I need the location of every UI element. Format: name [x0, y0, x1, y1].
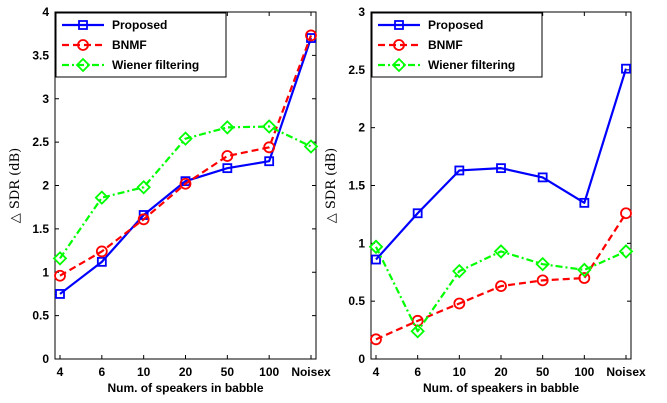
left-series-line-wiener-filtering — [59, 125, 312, 259]
left-point-proposed — [96, 256, 107, 267]
left-point-wiener-filtering — [261, 119, 277, 134]
left-point-wiener-filtering — [303, 139, 319, 154]
left-point-wiener-filtering — [220, 120, 235, 135]
left-point-wiener-filtering — [94, 190, 110, 205]
right-x-tick-label: 4 — [373, 365, 380, 379]
right-chart-panel: 0 0.5 1 1.5 2 2.5 3 4 6 10 20 50 100 Noisex Num. of sp… — [324, 5, 646, 395]
left-x-tick-label: 4 — [57, 365, 64, 379]
left-point-bnmf — [95, 245, 108, 258]
right-point-proposed — [496, 163, 506, 174]
right-y-tick-label: 1 — [358, 236, 365, 250]
left-y-tick-label: 2 — [42, 179, 49, 193]
right-legend-marker-proposed — [394, 20, 404, 30]
left-point-bnmf — [263, 141, 276, 154]
right-y-tick-label: 1.5 — [348, 179, 365, 193]
left-series-line-bnmf — [59, 35, 313, 277]
right-x-tick-label: 20 — [494, 365, 508, 379]
right-series-line-proposed — [375, 68, 628, 261]
left-legend-label-bnmf: BNMF — [112, 38, 147, 52]
right-point-proposed — [412, 208, 423, 219]
right-point-wiener-filtering — [368, 239, 384, 255]
right-series-line-wiener-filtering — [375, 246, 627, 333]
left-point-bnmf — [305, 29, 317, 42]
right-point-proposed — [537, 172, 548, 183]
right-point-bnmf — [495, 280, 507, 293]
left-point-bnmf — [137, 213, 150, 226]
left-point-wiener-filtering — [52, 251, 68, 266]
right-point-bnmf — [453, 297, 466, 310]
left-x-tick-label: 10 — [137, 365, 151, 379]
right-point-bnmf — [620, 207, 632, 220]
right-point-proposed — [621, 63, 631, 74]
right-y-axis-title: △ SDR (dB) — [324, 148, 339, 223]
left-legend-label-proposed: Proposed — [112, 18, 167, 32]
right-point-wiener-filtering — [577, 262, 592, 278]
right-legend-label-wiener-filtering: Wiener filtering — [428, 58, 515, 72]
right-legend-marker-wiener-filtering — [391, 57, 407, 73]
left-x-tick-label: 6 — [98, 365, 105, 379]
right-x-tick-label: 50 — [536, 365, 550, 379]
left-y-tick-label: 1 — [42, 265, 49, 279]
right-point-proposed — [371, 254, 381, 265]
left-point-proposed — [55, 289, 65, 299]
right-point-wiener-filtering — [410, 323, 425, 339]
left-y-tick-label: 0 — [42, 352, 49, 366]
right-point-bnmf — [536, 274, 549, 287]
right-point-bnmf — [370, 333, 382, 346]
left-legend-label-wiener-filtering: Wiener filtering — [112, 58, 199, 72]
left-legend-marker-proposed — [78, 20, 88, 30]
right-x-tick-label: 6 — [414, 365, 421, 379]
left-x-tick-label: Noisex — [291, 365, 331, 379]
right-point-wiener-filtering — [493, 244, 509, 259]
left-y-tick-label: 0.5 — [32, 309, 49, 323]
left-x-tick-label: 100 — [259, 365, 279, 379]
left-series-line-proposed — [59, 37, 313, 295]
right-x-axis-title: Num. of speakers in babble — [423, 381, 579, 395]
right-y-tick-label: 0.5 — [348, 294, 365, 308]
right-point-wiener-filtering — [618, 244, 634, 259]
right-point-proposed — [579, 197, 590, 208]
right-y-tick-label: 3 — [358, 5, 365, 19]
left-point-wiener-filtering — [178, 131, 193, 146]
right-x-tick-label: Noisex — [606, 365, 646, 379]
left-x-tick-label: 20 — [179, 365, 193, 379]
right-x-tick-label: 100 — [574, 365, 594, 379]
right-x-tick-label: 10 — [453, 365, 467, 379]
left-point-bnmf — [179, 177, 192, 190]
left-y-tick-label: 3.5 — [32, 48, 49, 62]
right-point-wiener-filtering — [452, 263, 467, 279]
left-x-tick-label: 50 — [221, 365, 235, 379]
left-y-tick-label: 1.5 — [32, 222, 49, 236]
left-point-bnmf — [54, 269, 66, 282]
left-legend-marker-bnmf — [77, 39, 89, 51]
left-point-proposed — [264, 156, 275, 167]
right-point-proposed — [454, 165, 465, 176]
right-legend-label-proposed: Proposed — [428, 18, 483, 32]
left-y-tick-label: 3 — [42, 92, 49, 106]
left-point-wiener-filtering — [136, 179, 151, 195]
left-chart-panel: 0 0.5 1 1.5 2 2.5 3 3.5 4 4 6 10 20 50 100 Noisex Num. o… — [8, 5, 331, 395]
right-legend-marker-bnmf — [393, 39, 405, 51]
left-y-tick-label: 4 — [42, 5, 49, 19]
left-y-axis-title: △ SDR (dB) — [8, 148, 23, 223]
left-point-bnmf — [221, 150, 234, 162]
left-y-tick-label: 2.5 — [32, 135, 49, 149]
right-y-tick-label: 0 — [358, 352, 365, 366]
right-legend-label-bnmf: BNMF — [428, 38, 463, 52]
right-point-wiener-filtering — [535, 256, 550, 272]
right-y-tick-label: 2.5 — [348, 63, 365, 77]
right-series-line-bnmf — [375, 212, 627, 341]
right-y-tick-label: 2 — [358, 121, 365, 135]
left-legend-marker-wiener-filtering — [75, 57, 91, 73]
right-point-bnmf — [578, 272, 591, 284]
left-point-proposed — [222, 163, 233, 174]
left-x-axis-title: Num. of speakers in babble — [107, 381, 263, 395]
